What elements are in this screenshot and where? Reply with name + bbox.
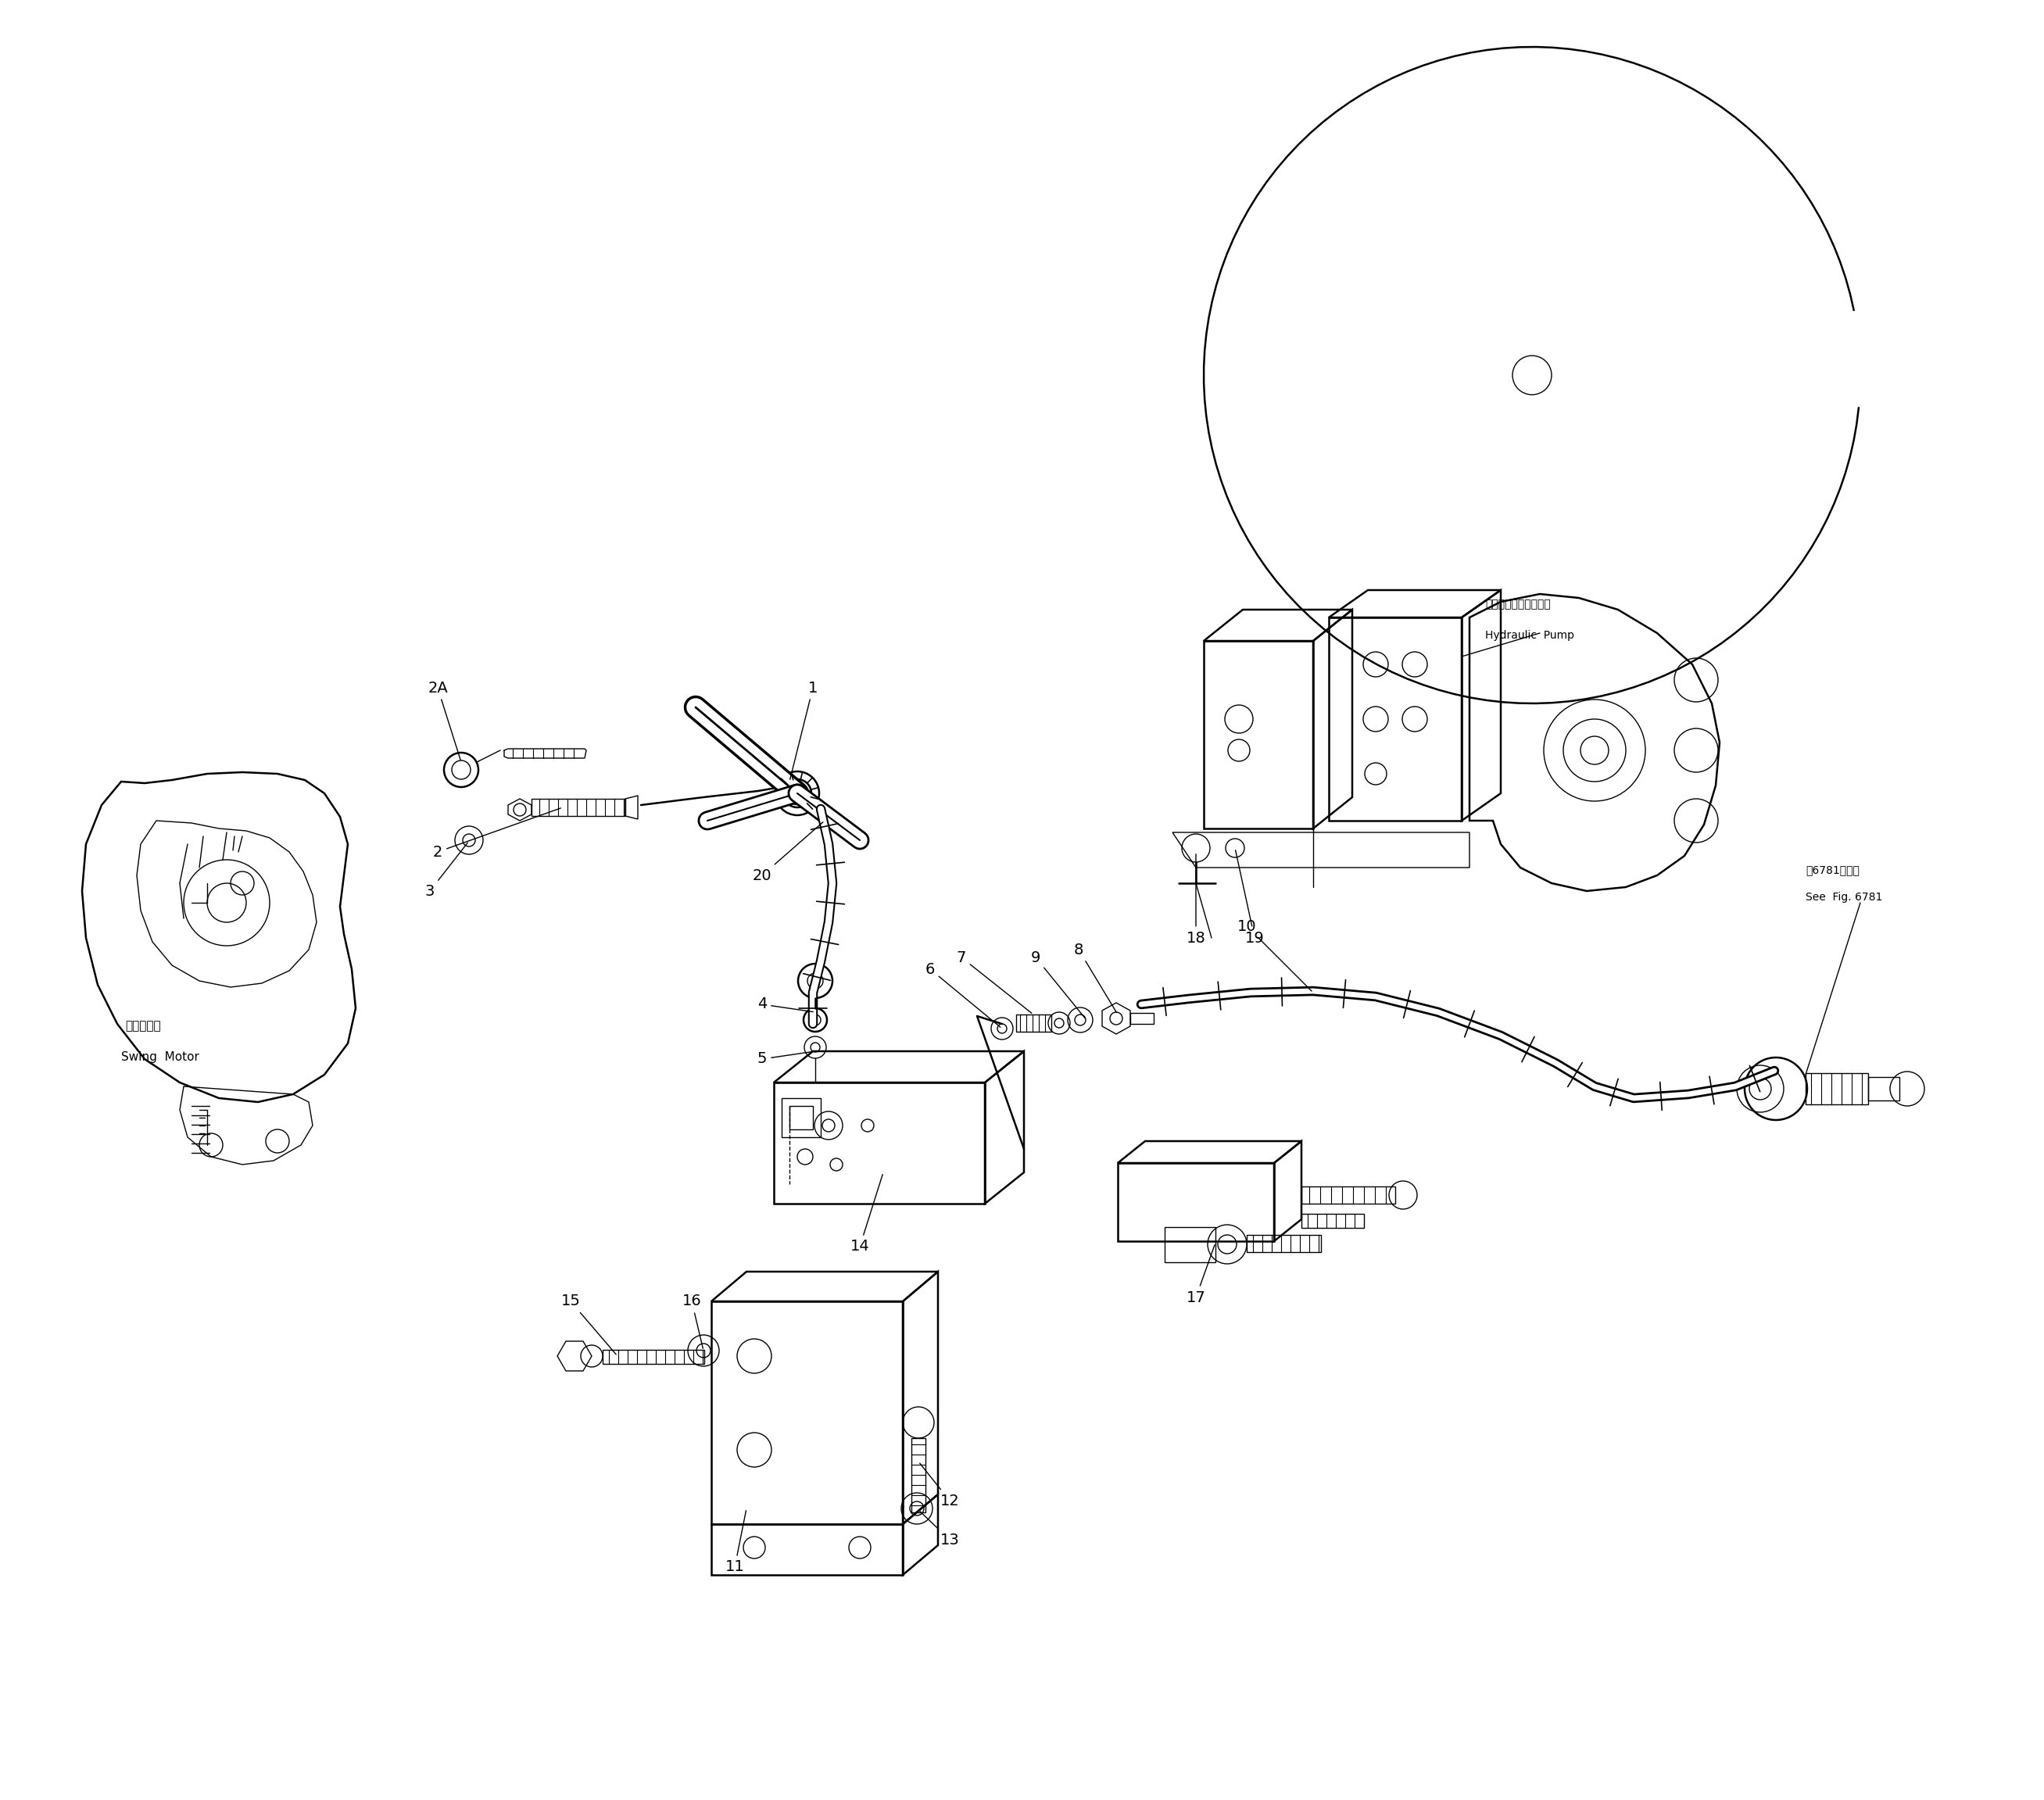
Bar [531,799,625,815]
Text: 15: 15 [560,1294,615,1354]
Bar [775,1082,985,1204]
Text: 4: 4 [756,997,814,1012]
Text: 6: 6 [926,961,1000,1028]
Text: 18: 18 [1186,855,1206,945]
Bar [711,1301,903,1525]
Bar [1016,1015,1051,1031]
Bar [1118,1163,1273,1242]
Bar [912,1438,926,1512]
Text: 13: 13 [918,1510,959,1548]
Text: 1: 1 [789,680,818,779]
Bar [711,1525,903,1575]
Text: 20: 20 [752,823,824,882]
Text: 19: 19 [1235,850,1263,945]
Text: Hydraulic  Pump: Hydraulic Pump [1486,630,1574,641]
Text: 17: 17 [1186,1246,1214,1305]
Text: 14: 14 [850,1174,883,1255]
Bar [789,1105,814,1129]
Text: 12: 12 [920,1463,959,1508]
Text: 8: 8 [1073,941,1116,1013]
Text: 2: 2 [433,808,560,859]
Bar [1302,1186,1396,1204]
Text: 7: 7 [957,950,1032,1013]
Bar [603,1350,705,1364]
Bar [1130,1013,1153,1024]
Text: ハイドロリックポンプ: ハイドロリックポンプ [1486,599,1551,610]
Text: See  Fig. 6781: See Fig. 6781 [1805,891,1883,904]
Text: 第6781図参照: 第6781図参照 [1805,864,1860,875]
Text: 16: 16 [683,1294,703,1348]
Text: 3: 3 [425,842,468,898]
Text: 11: 11 [726,1510,746,1575]
Bar [1805,1073,1868,1105]
Text: 2A: 2A [427,680,460,760]
Bar [1868,1076,1899,1100]
Text: Swing  Motor: Swing Motor [121,1051,198,1064]
Text: 旋回モータ: 旋回モータ [125,1021,161,1031]
Bar [1165,1228,1216,1262]
Text: 5: 5 [756,1051,814,1066]
Text: 9: 9 [1030,950,1085,1019]
Bar [1302,1213,1363,1228]
Bar [1247,1235,1320,1253]
Bar [781,1098,822,1138]
Text: 10: 10 [1237,918,1312,992]
